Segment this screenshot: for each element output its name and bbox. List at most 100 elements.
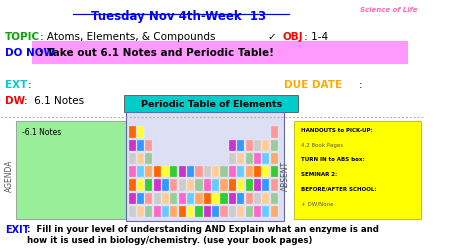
- Text: :: :: [28, 80, 32, 90]
- Bar: [179, 180, 186, 191]
- Bar: [237, 193, 244, 204]
- Text: : Atoms, Elements, & Compounds: : Atoms, Elements, & Compounds: [40, 32, 216, 42]
- Bar: [220, 193, 228, 204]
- Bar: [137, 193, 144, 204]
- Bar: [129, 180, 136, 191]
- Bar: [195, 193, 203, 204]
- Bar: [212, 167, 219, 178]
- Bar: [129, 140, 136, 151]
- Bar: [262, 206, 270, 217]
- Bar: [220, 180, 228, 191]
- Bar: [145, 180, 153, 191]
- Text: Periodic Table of Elements: Periodic Table of Elements: [141, 100, 282, 108]
- Bar: [262, 153, 270, 165]
- Bar: [237, 180, 244, 191]
- Text: ABSENT: ABSENT: [281, 160, 290, 190]
- Bar: [137, 127, 144, 138]
- Bar: [162, 193, 169, 204]
- FancyBboxPatch shape: [32, 42, 408, 65]
- FancyBboxPatch shape: [15, 121, 126, 219]
- Bar: [129, 153, 136, 165]
- Bar: [145, 167, 153, 178]
- Bar: [153, 206, 161, 217]
- Bar: [129, 206, 136, 217]
- Bar: [246, 193, 252, 204]
- Bar: [204, 167, 211, 178]
- Bar: [195, 206, 203, 217]
- Text: + DW/None: + DW/None: [302, 200, 334, 205]
- Bar: [212, 193, 219, 204]
- Bar: [171, 206, 177, 217]
- Text: TURN IN to ABS box:: TURN IN to ABS box:: [302, 157, 365, 162]
- Text: :  6.1 Notes: : 6.1 Notes: [24, 96, 84, 106]
- Bar: [187, 206, 194, 217]
- Bar: [187, 180, 194, 191]
- Bar: [153, 193, 161, 204]
- Bar: [162, 206, 169, 217]
- Bar: [229, 167, 236, 178]
- Bar: [187, 193, 194, 204]
- Bar: [237, 140, 244, 151]
- Text: DW: DW: [5, 96, 25, 106]
- Bar: [204, 193, 211, 204]
- Bar: [246, 140, 252, 151]
- Bar: [129, 167, 136, 178]
- Bar: [262, 140, 270, 151]
- Bar: [137, 206, 144, 217]
- Bar: [129, 193, 136, 204]
- Bar: [162, 180, 169, 191]
- Bar: [270, 167, 278, 178]
- Text: DUE DATE: DUE DATE: [284, 80, 342, 90]
- Bar: [254, 193, 261, 204]
- Bar: [137, 167, 144, 178]
- Bar: [137, 140, 144, 151]
- Bar: [145, 153, 153, 165]
- Bar: [195, 167, 203, 178]
- Bar: [204, 206, 211, 217]
- Bar: [171, 193, 177, 204]
- Text: BEFORE/AFTER SCHOOL:: BEFORE/AFTER SCHOOL:: [302, 186, 377, 191]
- Bar: [220, 206, 228, 217]
- Bar: [171, 167, 177, 178]
- Bar: [220, 167, 228, 178]
- Text: HANDOUTS to PICK-UP:: HANDOUTS to PICK-UP:: [302, 128, 373, 133]
- Bar: [126, 112, 284, 221]
- Bar: [145, 140, 153, 151]
- Bar: [229, 206, 236, 217]
- Text: :  Fill in your level of understanding AND Explain what an enzyme is and
how it : : Fill in your level of understanding AN…: [27, 224, 379, 244]
- Text: : Take out 6.1 Notes and Periodic Table!: : Take out 6.1 Notes and Periodic Table!: [39, 48, 274, 57]
- Bar: [262, 193, 270, 204]
- Bar: [187, 167, 194, 178]
- Bar: [262, 180, 270, 191]
- Bar: [246, 153, 252, 165]
- Bar: [270, 193, 278, 204]
- Bar: [179, 193, 186, 204]
- Bar: [212, 180, 219, 191]
- Text: -6.1 Notes: -6.1 Notes: [22, 127, 61, 136]
- Bar: [145, 193, 153, 204]
- Bar: [270, 140, 278, 151]
- Bar: [229, 193, 236, 204]
- Text: ✓: ✓: [267, 32, 279, 42]
- Bar: [246, 180, 252, 191]
- Bar: [195, 180, 203, 191]
- Bar: [153, 167, 161, 178]
- Bar: [254, 140, 261, 151]
- Text: TOPIC: TOPIC: [5, 32, 40, 42]
- Bar: [145, 206, 153, 217]
- Text: DO NOW: DO NOW: [5, 48, 55, 57]
- Bar: [270, 127, 278, 138]
- Bar: [137, 153, 144, 165]
- Bar: [204, 180, 211, 191]
- FancyBboxPatch shape: [294, 121, 421, 219]
- Text: EXIT: EXIT: [5, 224, 29, 234]
- Bar: [270, 206, 278, 217]
- Bar: [229, 153, 236, 165]
- Bar: [254, 206, 261, 217]
- Text: AGENDA: AGENDA: [4, 159, 13, 191]
- Bar: [237, 167, 244, 178]
- FancyBboxPatch shape: [124, 95, 298, 113]
- Bar: [246, 206, 252, 217]
- Bar: [254, 180, 261, 191]
- Bar: [246, 167, 252, 178]
